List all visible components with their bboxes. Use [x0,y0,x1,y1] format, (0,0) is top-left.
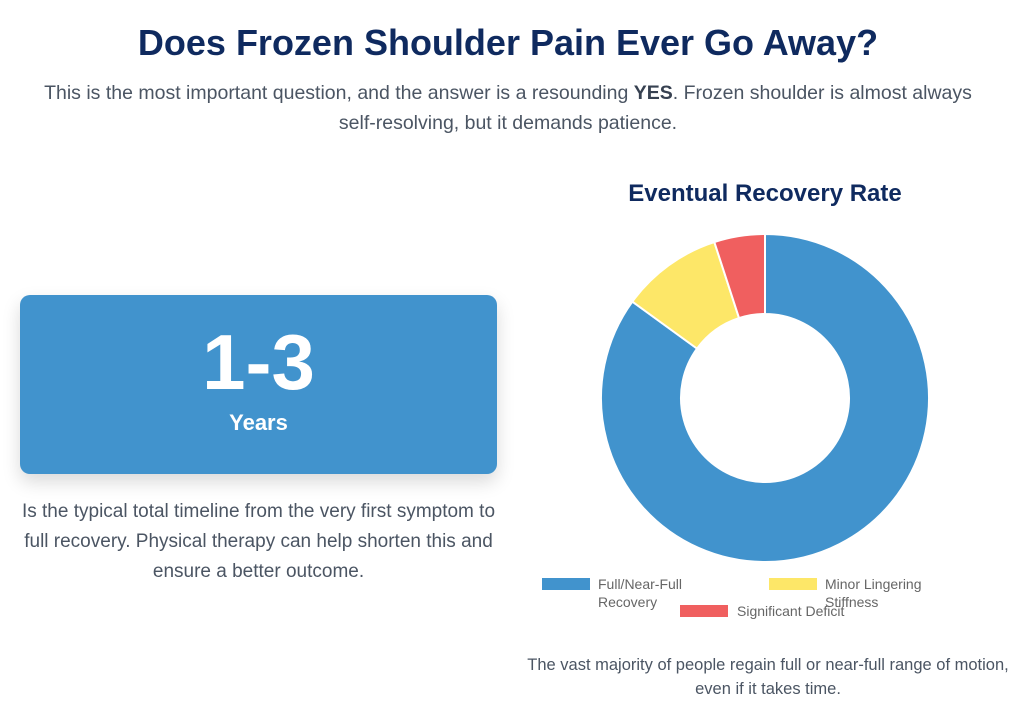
legend-label-minor-stiffness[interactable]: Minor Lingering Stiffness [825,576,922,610]
chart-title: Eventual Recovery Rate [628,180,902,207]
recovery-donut-chart[interactable] [600,233,930,563]
intro-text: This is the most important question, and… [30,78,986,138]
legend-swatch-minor-stiffness[interactable] [769,578,817,590]
intro-text-part: . Frozen shoulder is almost always self-… [338,82,972,134]
intro-text-part: This is the most important question, and… [44,82,634,104]
donut-segment[interactable] [713,233,766,320]
chart-note: The vast majority of people regain full … [527,656,1009,698]
legend-label-full-recovery[interactable]: Full/Near-Full Recovery [598,576,683,610]
timeline-stat-card: 1-3 Years [20,295,497,474]
intro-emphasis: YES [633,82,673,104]
stat-description: Is the typical total timeline from the v… [21,501,496,582]
legend-swatch-significant-deficit[interactable] [680,605,728,617]
legend-swatch-full-recovery[interactable] [542,578,590,590]
page-title: Does Frozen Shoulder Pain Ever Go Away? [137,22,879,63]
stat-value: 1-3 [202,318,315,406]
donut-segment[interactable] [600,233,930,563]
stat-unit: Years [229,410,288,435]
legend-label-significant-deficit[interactable]: Significant Deficit [737,603,845,619]
